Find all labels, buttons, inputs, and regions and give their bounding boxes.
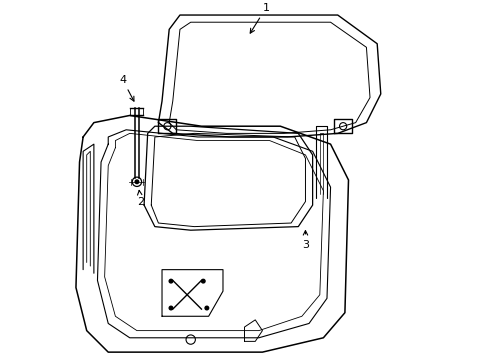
Circle shape [204, 306, 208, 310]
Circle shape [169, 306, 172, 310]
Circle shape [201, 279, 204, 283]
Text: 1: 1 [250, 3, 269, 33]
Text: 4: 4 [119, 75, 134, 101]
Circle shape [135, 180, 139, 184]
Circle shape [169, 279, 172, 283]
Text: 3: 3 [302, 231, 308, 249]
Text: 2: 2 [137, 190, 144, 207]
